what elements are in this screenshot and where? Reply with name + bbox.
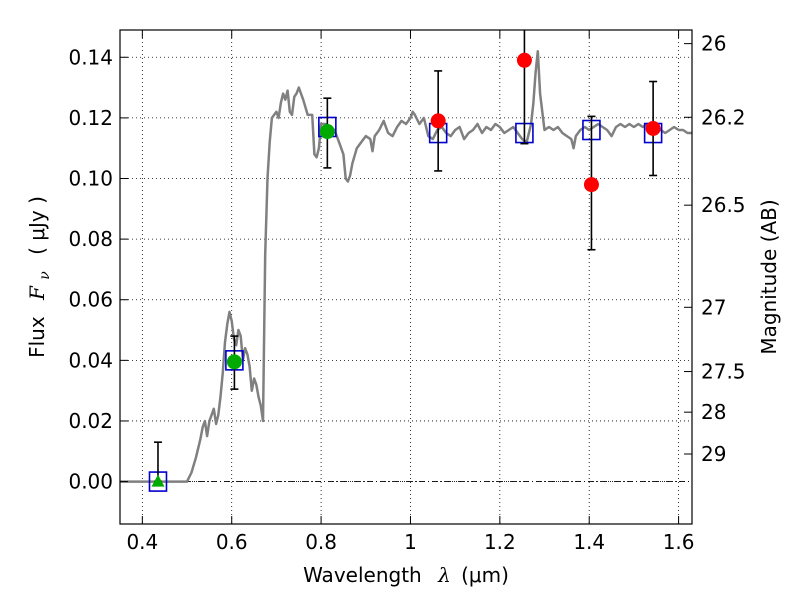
- x-tick-label: 1.4: [573, 530, 605, 554]
- plot-frame: [119, 29, 693, 525]
- x-axis-label-unit: (μm): [461, 563, 509, 587]
- y-axis-label-prefix: Flux: [25, 316, 49, 358]
- photometry-markers: [148, 30, 663, 492]
- photometry-point: [516, 52, 532, 68]
- y-tick-label: 0.06: [68, 288, 113, 312]
- x-tick-label: 0.6: [216, 530, 248, 554]
- magnitude-axis-label: Magnitude (AB): [757, 199, 781, 354]
- spectrum-line: [120, 49, 692, 483]
- y-axis-label-unit: ( μJy ): [25, 196, 49, 255]
- x-tick-label: 0.4: [126, 530, 158, 554]
- x-axis-label: Wavelength λ (μm): [303, 563, 509, 587]
- x-axis-label-symbol: λ: [437, 563, 451, 587]
- y-tick-label: 0.02: [68, 409, 113, 433]
- magnitude-tick-label: 26.2: [701, 105, 746, 129]
- y-tick-label: 0.08: [68, 227, 113, 251]
- y-axis-label-subscript: ν: [37, 271, 53, 280]
- photometry-point: [319, 124, 335, 140]
- model-spectrum: [120, 49, 692, 483]
- y-tick-label: 0.00: [68, 470, 113, 494]
- y-tick-label: 0.14: [68, 45, 113, 69]
- magnitude-tick-label: 27: [701, 295, 726, 319]
- plot-background: [120, 30, 692, 524]
- photometry-point: [583, 177, 599, 193]
- y-tick-label: 0.04: [68, 348, 113, 372]
- photometry-point: [226, 354, 242, 370]
- grid-lines: [120, 30, 692, 524]
- photometry-point: [430, 113, 446, 129]
- x-axis-label-prefix: Wavelength: [303, 563, 422, 587]
- upper-limit-triangle: [151, 474, 165, 487]
- magnitude-tick-label: 28: [701, 400, 726, 424]
- y-tick-label: 0.10: [68, 167, 113, 191]
- y-axis-label: Flux F ν ( μJy ): [25, 196, 54, 358]
- x-tick-labels: 0.4 0.6 0.8 1 1.2 1.4 1.6: [126, 530, 694, 554]
- y-axis-label-symbol: F: [25, 285, 49, 301]
- y-tick-labels: 0.00 0.02 0.04 0.06 0.08 0.10 0.12 0.14: [68, 45, 113, 493]
- x-tick-label: 0.8: [305, 530, 337, 554]
- y-tick-label: 0.12: [68, 106, 113, 130]
- magnitude-tick-label: 27.5: [701, 360, 746, 384]
- axis-ticks: [120, 30, 692, 524]
- photometry-point: [645, 120, 661, 136]
- x-tick-label: 1: [404, 530, 417, 554]
- magnitude-tick-labels: 26 26.2 26.5 27 27.5 28 29: [701, 32, 746, 466]
- magnitude-tick-label: 26.5: [701, 193, 746, 217]
- magnitude-tick-label: 26: [701, 32, 726, 56]
- magnitude-tick-label: 29: [701, 442, 726, 466]
- x-tick-label: 1.6: [663, 530, 695, 554]
- x-tick-label: 1.2: [484, 530, 516, 554]
